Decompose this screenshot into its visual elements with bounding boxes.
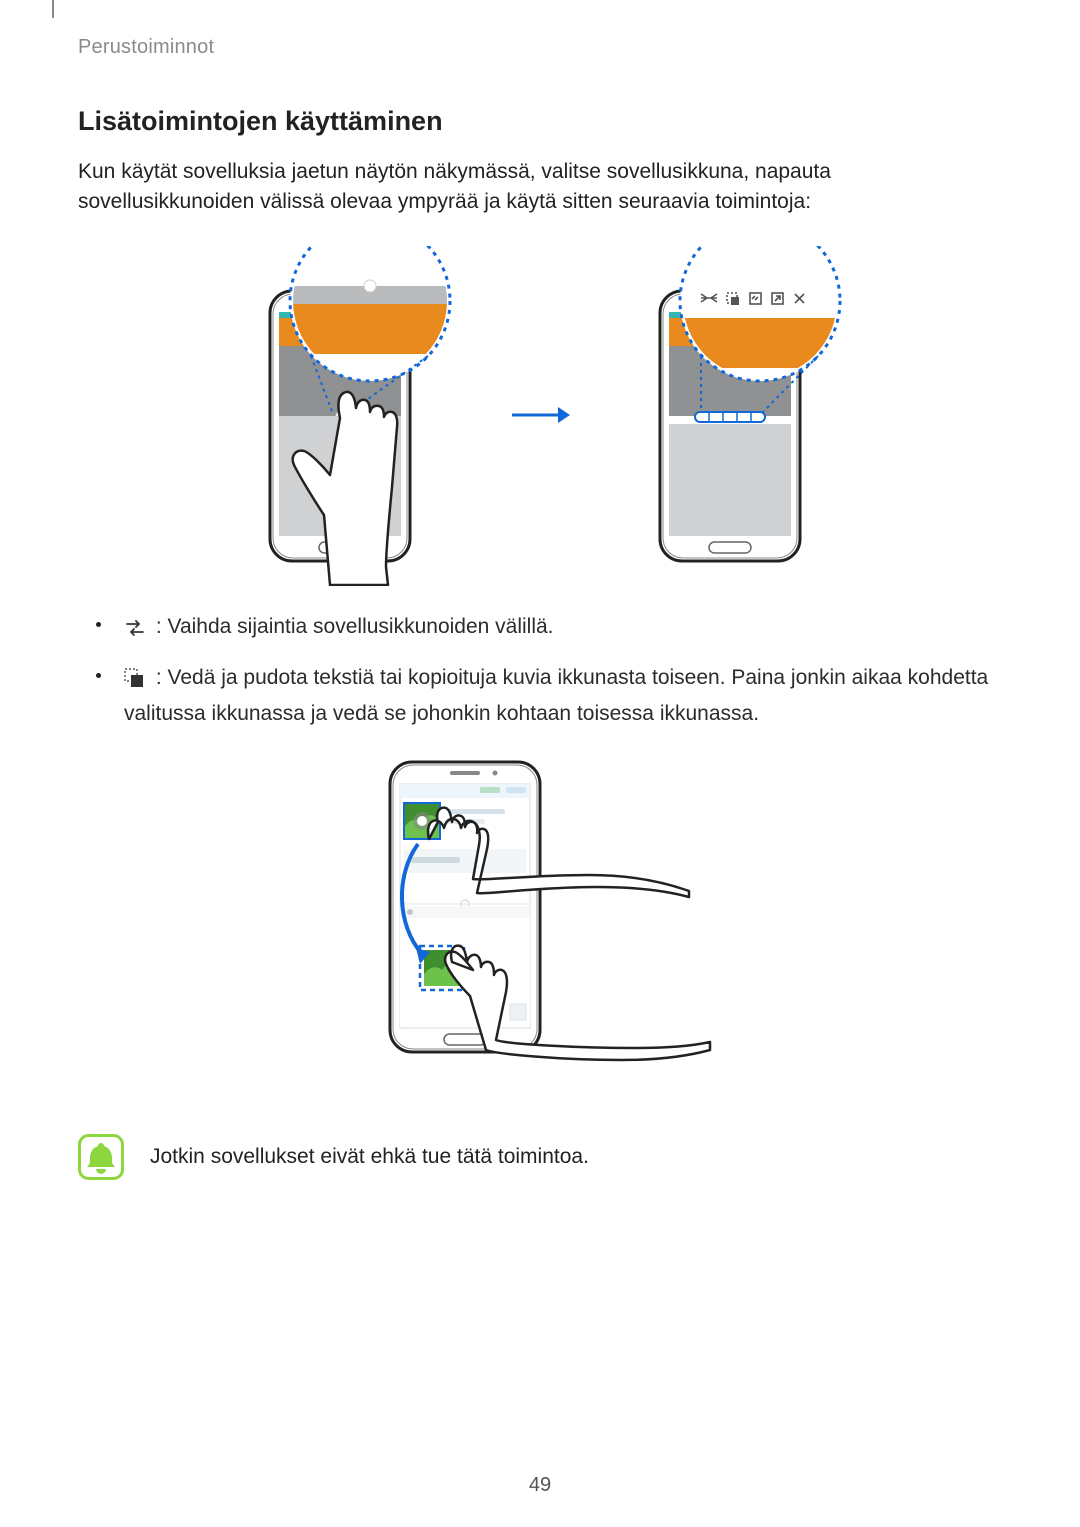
illustration-split-view xyxy=(78,246,1002,586)
swap-windows-icon xyxy=(124,615,146,647)
feature-swap-text: : Vaihda sijaintia sovellusikkunoiden vä… xyxy=(156,615,554,638)
list-item: : Vedä ja pudota tekstiä tai kopioituja … xyxy=(78,662,1002,729)
bullet-dot xyxy=(96,673,101,678)
note-text: Jotkin sovellukset eivät ehkä tue tätä t… xyxy=(150,1145,589,1169)
content-area: Lisätoimintojen käyttäminen Kun käytät s… xyxy=(78,106,1002,1180)
illustration-drag-drop xyxy=(78,754,1002,1074)
bullet-dot xyxy=(96,622,101,627)
breadcrumb: Perustoiminnot xyxy=(78,36,214,59)
list-item: : Vaihda sijaintia sovellusikkunoiden vä… xyxy=(78,611,1002,647)
page-number: 49 xyxy=(0,1474,1080,1497)
drag-content-icon xyxy=(124,666,146,698)
feature-drag-text: : Vedä ja pudota tekstiä tai kopioituja … xyxy=(124,666,988,725)
arrow-right-icon xyxy=(510,393,570,438)
note-bell-icon xyxy=(78,1134,124,1180)
intro-paragraph: Kun käytät sovelluksia jaetun näytön näk… xyxy=(78,157,1002,218)
margin-rule xyxy=(52,0,54,18)
phone-drag-figure xyxy=(360,754,720,1074)
feature-list: : Vaihda sijaintia sovellusikkunoiden vä… xyxy=(78,611,1002,730)
phone-tap-figure xyxy=(215,246,475,586)
phone-toolbar-figure xyxy=(605,246,865,586)
page: Perustoiminnot Lisätoimintojen käyttämin… xyxy=(0,0,1080,1527)
section-title: Lisätoimintojen käyttäminen xyxy=(78,106,1002,137)
note-row: Jotkin sovellukset eivät ehkä tue tätä t… xyxy=(78,1134,1002,1180)
